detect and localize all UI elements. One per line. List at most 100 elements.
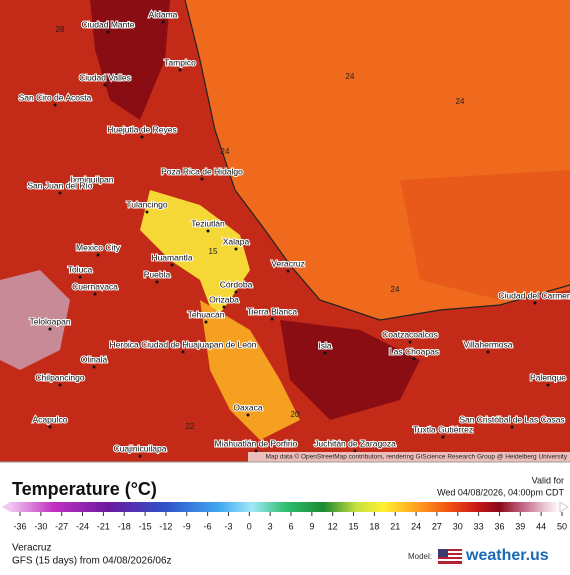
city-dot xyxy=(441,435,445,439)
city-label: Tulancingo xyxy=(126,199,168,209)
city-dot xyxy=(138,454,142,458)
city-dot xyxy=(48,327,52,331)
city-label: San Ciro de Acosta xyxy=(19,92,92,102)
colorbar-cap xyxy=(2,502,10,512)
city-dot xyxy=(90,185,94,189)
city-label: Aldama xyxy=(149,9,178,19)
city-dot xyxy=(353,449,357,453)
city-label: Cuernavaca xyxy=(72,281,118,291)
city-label: Miahuatlán de Porfirio xyxy=(215,438,298,448)
city-dot xyxy=(323,351,327,355)
city-label: Tuxtla Gutiérrez xyxy=(413,424,473,434)
colorbar-tick-label: -9 xyxy=(183,521,191,531)
colorbar-tick-label: 0 xyxy=(247,521,252,531)
city-dot xyxy=(206,229,210,233)
city-dot xyxy=(58,191,62,195)
city-label: Veracruz xyxy=(271,258,305,268)
colorbar-tick-label: 24 xyxy=(411,521,421,531)
colorbar-tick-label: -6 xyxy=(204,521,212,531)
colorbar-tick-label: -15 xyxy=(139,521,152,531)
city-dot xyxy=(408,340,412,344)
valid-time: Wed 04/08/2026, 04:00pm CDT xyxy=(437,487,564,497)
contour-label: 24 xyxy=(221,147,230,156)
city-label: Ciudad Mante xyxy=(82,19,135,29)
map-labels: Aldama Ciudad Mante Tampico Ciudad Valles Sa… xyxy=(18,8,570,458)
city-label: Isla xyxy=(318,340,332,350)
city-dot xyxy=(140,135,144,139)
city-dot xyxy=(254,449,258,453)
colorbar-tick-label: 21 xyxy=(390,521,400,531)
city-label: Oaxaca xyxy=(233,402,263,412)
colorbar-tick-label: -36 xyxy=(13,521,26,531)
colorbar xyxy=(10,502,560,512)
colorbar-tick-label: 9 xyxy=(309,521,314,531)
warm-zone xyxy=(200,300,300,440)
city-dot xyxy=(222,305,226,309)
city-label: Acapulco xyxy=(33,414,68,424)
city-dot xyxy=(200,177,204,181)
colorbar-tick-label: -18 xyxy=(118,521,131,531)
city-dot xyxy=(246,413,250,417)
city-label: Cuajinicuilapa xyxy=(114,443,167,453)
city-dot xyxy=(58,383,62,387)
colorbar-tick-label: 27 xyxy=(432,521,442,531)
model-label: Model: xyxy=(408,552,432,561)
city-dot xyxy=(170,263,174,267)
colorbar-tick-label: 36 xyxy=(494,521,504,531)
hot-zone xyxy=(90,0,170,120)
city-dot xyxy=(53,103,57,107)
city-dot xyxy=(78,275,82,279)
contour-label: 24 xyxy=(346,72,355,81)
city-label: Teziutlán xyxy=(191,218,225,228)
city-label: Teloloapan xyxy=(29,316,70,326)
land xyxy=(0,0,570,462)
city-dot xyxy=(204,320,208,324)
flag xyxy=(438,549,462,564)
city-label: Tehuacán xyxy=(188,309,225,319)
city-label: Heroica Ciudad de Huajuapan de León xyxy=(110,339,257,349)
city-dot xyxy=(48,425,52,429)
city-label: Tampico xyxy=(164,57,196,67)
city-label: Poza Rica de Hidalgo xyxy=(161,166,243,176)
map: Aldama Ciudad Mante Tampico Ciudad Valles Sa… xyxy=(0,0,570,462)
brand: weather.us xyxy=(465,547,549,564)
colorbar-tick-label: 33 xyxy=(474,521,484,531)
colorbar-tick-label: 3 xyxy=(268,521,273,531)
city-dot xyxy=(486,350,490,354)
city-label: Córdoba xyxy=(220,279,253,289)
city-dot xyxy=(234,247,238,251)
city-dot xyxy=(103,83,107,87)
city-dot xyxy=(234,290,238,294)
attribution: Map data © OpenStreetMap contributors, r… xyxy=(265,453,567,461)
city-label: Tierra Blanca xyxy=(247,306,298,316)
attribution-bg xyxy=(248,452,570,462)
city-label: Huejutla de Reyes xyxy=(107,124,176,134)
valid-label: Valid for xyxy=(532,475,564,485)
city-dot xyxy=(145,210,149,214)
coastline xyxy=(184,0,570,321)
contour-label: 22 xyxy=(186,422,195,431)
colorbar-tick-label: 6 xyxy=(288,521,293,531)
colorbar-tick-label: 39 xyxy=(515,521,525,531)
city-dot xyxy=(412,357,416,361)
city-label: Ciudad Valles xyxy=(79,72,131,82)
colorbar-tick-label: -12 xyxy=(159,521,172,531)
city-label: Puebla xyxy=(144,269,171,279)
city-dot xyxy=(106,30,110,34)
contour-label: 24 xyxy=(391,285,400,294)
city-label: Huamantla xyxy=(151,252,192,262)
city-label: Juchitán de Zaragoza xyxy=(314,438,396,448)
contour-label: 28 xyxy=(56,25,65,34)
colorbar-tick-label: 18 xyxy=(369,521,379,531)
hot-zone xyxy=(280,320,420,420)
model-run: GFS (15 days) from 04/08/2026/06z xyxy=(12,556,172,567)
city-dot xyxy=(92,365,96,369)
colorbar-tick-label: -30 xyxy=(34,521,47,531)
city-label: San Cristóbal de Las Casas xyxy=(459,414,564,424)
city-dot xyxy=(155,280,159,284)
city-label: Chilpancingo xyxy=(35,372,84,382)
colorbar-tick-label: -24 xyxy=(76,521,89,531)
contour-label: 20 xyxy=(291,410,300,419)
city-dot xyxy=(510,425,514,429)
city-dot xyxy=(270,317,274,321)
